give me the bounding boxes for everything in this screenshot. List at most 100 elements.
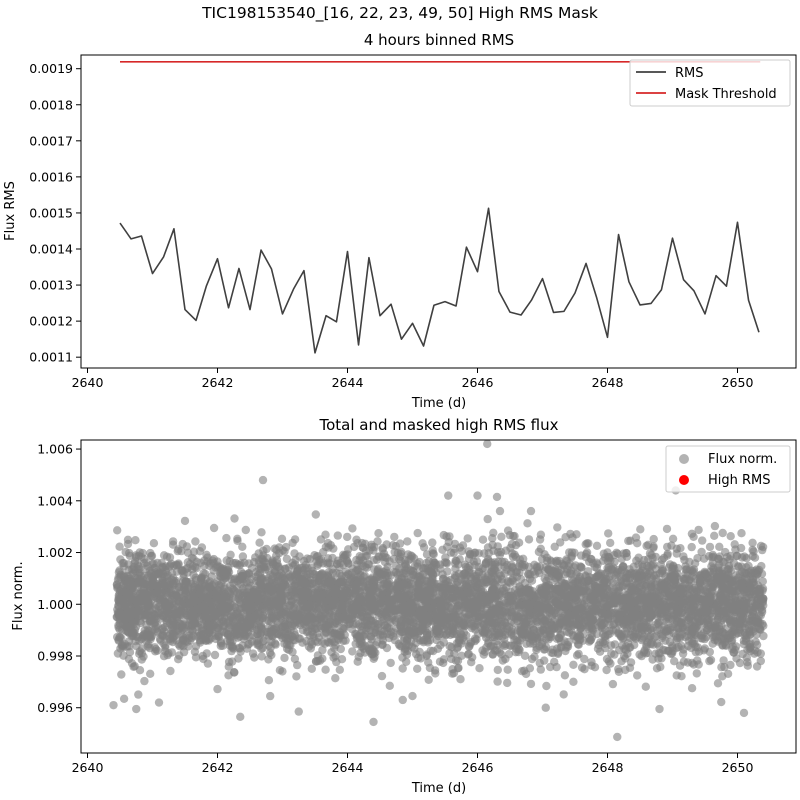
flux-point — [400, 647, 409, 656]
flux-point — [569, 677, 578, 686]
flux-point — [634, 560, 643, 569]
flux-panel: Total and masked high RMS flux 2640 2642 2… — [11, 416, 797, 796]
flux-point — [307, 664, 316, 673]
flux-point — [463, 534, 472, 543]
flux-point — [348, 647, 357, 656]
flux-point — [149, 539, 159, 548]
flux-point — [233, 560, 242, 569]
flux-point — [523, 519, 532, 528]
flux-point — [332, 657, 341, 667]
y-tick-label: 0.0012 — [29, 314, 73, 329]
flux-point — [201, 569, 210, 579]
flux-point — [264, 655, 273, 664]
flux-point — [257, 652, 266, 661]
flux-point — [333, 531, 342, 540]
flux-point — [373, 537, 382, 546]
rms-legend: RMS Mask Threshold — [629, 59, 791, 107]
flux-point — [467, 658, 476, 667]
flux-point — [398, 664, 407, 673]
flux-point — [203, 553, 212, 562]
flux-point — [115, 542, 124, 551]
rms-axes-frame — [80, 54, 797, 369]
flux-point — [292, 672, 301, 681]
rms-panel: 4 hours binned RMS 2640 2642 2644 2646 2648 2… — [3, 31, 797, 411]
flux-point — [670, 657, 679, 666]
flux-point — [264, 566, 273, 575]
flux-point — [546, 662, 555, 672]
flux-point — [478, 587, 488, 596]
flux-point — [592, 558, 601, 567]
flux-point — [114, 623, 123, 632]
flux-point — [687, 542, 696, 552]
flux-point — [560, 671, 570, 680]
flux-point — [590, 663, 600, 672]
flux-point — [689, 532, 698, 541]
flux-point — [411, 649, 421, 659]
rms-x-axis-label: Time (d) — [411, 396, 466, 411]
flux-point — [718, 672, 727, 681]
flux-point — [331, 674, 340, 683]
flux-point — [319, 547, 328, 557]
flux-point — [488, 534, 497, 543]
flux-point — [508, 552, 518, 561]
flux-point — [530, 652, 539, 661]
flux-point — [240, 558, 249, 567]
flux-point — [328, 553, 337, 563]
flux-point — [609, 563, 618, 572]
flux-point — [424, 675, 433, 684]
flux-point — [720, 662, 729, 672]
flux-point — [481, 633, 491, 642]
flux-point — [483, 514, 492, 524]
flux-point — [524, 535, 534, 544]
flux-point — [614, 628, 623, 637]
flux-point — [715, 542, 724, 551]
flux-point — [748, 552, 757, 561]
flux-point — [503, 526, 513, 535]
flux-point — [230, 514, 239, 523]
flux-point — [697, 547, 706, 557]
flux-point — [624, 536, 633, 546]
flux-point — [229, 668, 239, 677]
flux-point — [653, 618, 663, 628]
flux-point — [501, 654, 510, 664]
flux-point — [542, 681, 551, 691]
flux-point — [501, 546, 511, 555]
flux-point — [438, 545, 447, 554]
flux-point — [146, 669, 155, 678]
flux-point — [503, 665, 512, 674]
rms-x-axis: 2640 2642 2644 2646 2648 2650 — [72, 368, 753, 390]
flux-point — [191, 537, 200, 546]
y-tick-label: 0.0016 — [29, 169, 73, 184]
flux-point — [140, 676, 149, 686]
flux-point — [222, 533, 231, 543]
flux-point — [694, 525, 703, 535]
flux-point — [178, 539, 187, 549]
flux-point — [403, 537, 412, 546]
flux-point — [602, 568, 612, 577]
flux-point — [209, 523, 219, 533]
flux-point — [758, 542, 768, 552]
flux-point — [275, 666, 285, 675]
flux-point — [708, 586, 717, 596]
flux-point — [211, 634, 220, 644]
flux-point — [177, 546, 186, 556]
flux-point — [649, 542, 658, 551]
flux-point — [195, 547, 204, 556]
flux-point — [748, 545, 757, 554]
flux-point — [428, 549, 438, 558]
flux-point — [457, 651, 466, 660]
flux-point — [181, 589, 191, 599]
y-tick-label: 0.0011 — [29, 350, 73, 365]
flux-point — [706, 655, 716, 665]
flux-point — [354, 652, 363, 661]
flux-point — [652, 664, 662, 673]
flux-point — [386, 630, 395, 639]
y-tick-label: 0.0013 — [29, 278, 73, 293]
flux-point — [321, 530, 330, 539]
flux-point — [604, 529, 613, 538]
flux-point — [174, 559, 183, 568]
y-tick-label: 0.0019 — [29, 61, 73, 76]
flux-point — [419, 543, 429, 552]
flux-plot-area — [109, 440, 768, 742]
flux-point — [636, 525, 645, 534]
